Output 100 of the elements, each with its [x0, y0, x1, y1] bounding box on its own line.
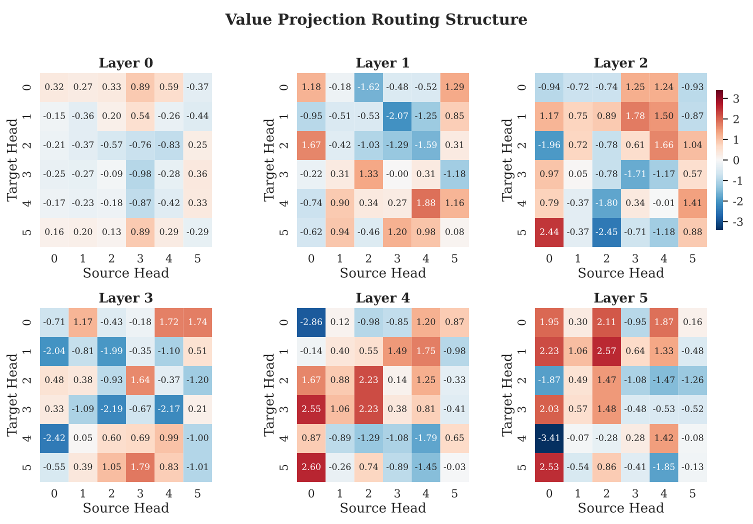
data-label: -0.26 — [158, 112, 180, 120]
data-label: 1.20 — [417, 318, 436, 326]
y-tick-label: 2 — [280, 143, 288, 148]
data-label: 0.54 — [131, 112, 150, 120]
data-label: -1.08 — [624, 376, 646, 384]
data-label: 0.39 — [74, 463, 92, 470]
data-label: -0.95 — [300, 112, 322, 120]
y-tick-label: 3 — [518, 172, 526, 178]
data-label: 0.57 — [684, 170, 702, 178]
x-tick-label: 3 — [138, 489, 144, 498]
data-label: -0.43 — [100, 318, 122, 326]
data-label: 1.04 — [684, 141, 702, 148]
y-tick-label: 5 — [280, 464, 288, 470]
data-label: 0.72 — [568, 141, 587, 148]
data-label: 1.88 — [417, 199, 436, 206]
data-label: 0.40 — [330, 347, 350, 354]
data-label: -0.62 — [300, 228, 322, 236]
data-label: 1.66 — [655, 141, 674, 148]
data-label: -1.01 — [186, 463, 208, 470]
x-tick-label: 2 — [604, 489, 610, 498]
x-axis-title: Source Head — [84, 502, 170, 513]
data-label: 0.74 — [360, 463, 378, 470]
data-label: -1.26 — [682, 376, 704, 384]
x-tick-label: 5 — [452, 489, 458, 498]
data-label: 0.64 — [626, 347, 645, 354]
data-label: 0.55 — [360, 347, 378, 354]
y-tick-label: 5 — [22, 230, 31, 236]
data-label: -1.99 — [100, 347, 122, 354]
y-tick-label: 0 — [518, 84, 526, 90]
y-tick-label: 3 — [280, 406, 288, 412]
y-tick-label: 5 — [518, 464, 526, 470]
data-label: 2.23 — [540, 347, 558, 354]
data-label: -0.27 — [72, 170, 94, 178]
x-tick-label: 3 — [632, 254, 638, 263]
data-label: 0.32 — [45, 83, 64, 90]
data-label: -0.01 — [653, 199, 674, 206]
data-label: 0.99 — [160, 434, 178, 442]
data-label: 0.20 — [102, 112, 121, 120]
data-label: -0.74 — [596, 83, 618, 90]
x-tick-label: 0 — [52, 489, 58, 498]
y-tick-label: 0 — [22, 84, 31, 90]
data-label: 0.33 — [102, 83, 121, 90]
data-label: 0.31 — [330, 170, 348, 178]
y-tick-label: 1 — [518, 114, 526, 119]
x-tick-label: 4 — [166, 254, 172, 262]
data-label: 0.05 — [568, 170, 588, 178]
y-axis-title: Target Head — [6, 354, 20, 437]
x-tick-label: 0 — [546, 489, 552, 498]
data-label: -0.78 — [596, 141, 618, 148]
x-tick-label: 4 — [422, 489, 429, 498]
data-label: 0.86 — [598, 463, 616, 470]
data-label: -1.29 — [358, 434, 380, 442]
data-label: 1.75 — [417, 347, 436, 354]
data-label: 1.17 — [74, 318, 92, 326]
data-label: -0.94 — [538, 83, 560, 90]
x-axis-title: Source Head — [340, 502, 426, 513]
color-bar-label: -2 — [733, 197, 742, 206]
x-tick-label: 2 — [366, 254, 372, 262]
data-label: 1.06 — [331, 405, 350, 412]
y-tick-label: 1 — [22, 350, 31, 354]
data-label: -1.87 — [538, 376, 560, 384]
data-label: -2.45 — [596, 228, 618, 236]
y-tick-label: 4 — [280, 436, 288, 442]
x-tick-label: 4 — [166, 489, 172, 498]
data-label: -0.54 — [567, 463, 589, 470]
data-label: -2.17 — [158, 405, 180, 412]
data-label: 0.59 — [160, 83, 178, 90]
data-label: -0.29 — [186, 228, 208, 236]
data-label: 0.57 — [568, 405, 588, 412]
y-tick-label: 2 — [22, 143, 31, 148]
data-label: -0.44 — [186, 112, 208, 120]
data-label: -0.41 — [444, 405, 465, 412]
y-tick-label: 5 — [280, 230, 288, 236]
y-tick-label: 0 — [22, 320, 31, 326]
data-label: -0.21 — [44, 141, 64, 148]
data-label: 0.21 — [188, 405, 206, 412]
data-label: -0.35 — [130, 347, 151, 354]
data-label: 0.30 — [568, 318, 588, 326]
data-label: 0.12 — [330, 318, 349, 326]
y-tick-label: 1 — [518, 350, 526, 354]
data-label: -0.41 — [624, 463, 646, 470]
data-label: -0.37 — [72, 141, 94, 148]
data-label: 1.50 — [655, 112, 674, 120]
data-label: 1.33 — [360, 170, 378, 178]
data-label: -0.98 — [130, 170, 151, 178]
color-bar-label: 3 — [734, 94, 739, 103]
data-label: 1.74 — [188, 318, 207, 326]
y-tick-label: 3 — [518, 406, 526, 412]
data-label: -2.04 — [44, 347, 66, 354]
data-label: -1.96 — [538, 141, 560, 148]
data-label: 0.88 — [330, 376, 350, 384]
data-label: -0.48 — [386, 83, 408, 90]
y-axis-title: Target Head — [264, 354, 277, 437]
data-label: -0.74 — [300, 199, 322, 206]
data-label: 2.44 — [540, 228, 559, 236]
chart-title: Layer 3 — [99, 292, 152, 306]
y-tick-label: 4 — [518, 436, 526, 442]
data-label: 0.08 — [446, 228, 464, 236]
data-label: -0.28 — [596, 434, 618, 442]
data-label: 0.38 — [388, 405, 406, 412]
